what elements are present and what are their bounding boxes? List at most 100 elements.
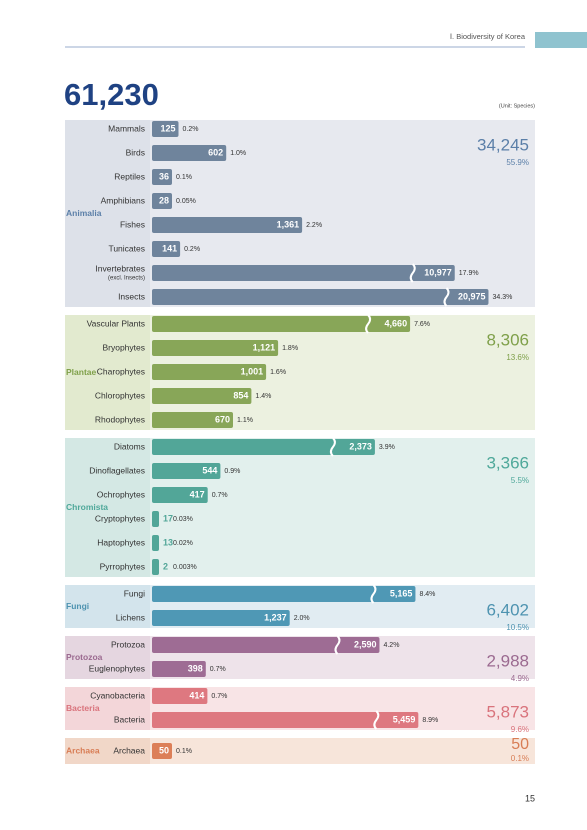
row-percent: 8.9% — [422, 717, 438, 724]
group-side — [65, 687, 150, 730]
bar-break — [443, 287, 450, 307]
bar — [152, 217, 303, 233]
bar-break — [373, 710, 380, 730]
bar — [152, 743, 172, 759]
bar-break — [329, 437, 336, 457]
row-percent: 0.9% — [224, 468, 240, 475]
row-value: 50 — [159, 745, 169, 755]
row-percent: 0.05% — [176, 198, 196, 205]
group-name: Animalia — [66, 208, 102, 218]
row-value: 2 — [163, 561, 168, 571]
bar — [152, 439, 375, 455]
row-value: 1,001 — [241, 366, 264, 376]
row-label: Chlorophytes — [95, 390, 145, 400]
bar-break — [365, 314, 372, 334]
bar — [152, 688, 208, 704]
group-percent: 9.6% — [511, 725, 529, 734]
bar — [152, 487, 208, 503]
row-label: Fishes — [120, 219, 145, 229]
row-value: 398 — [188, 663, 203, 673]
row-label: Cryptophytes — [95, 513, 145, 523]
row-percent: 0.7% — [211, 693, 227, 700]
group-side — [65, 636, 150, 679]
row-label: Cyanobacteria — [90, 690, 145, 700]
bar — [152, 316, 411, 332]
row-value: 670 — [215, 414, 230, 424]
row-value: 602 — [208, 147, 223, 157]
row-label: Haptophytes — [97, 537, 145, 547]
row-value: 17 — [163, 513, 173, 523]
row-value: 1,237 — [264, 612, 287, 622]
bar — [152, 559, 159, 575]
group-total: 34,245 — [477, 135, 529, 154]
group-percent: 55.9% — [506, 158, 529, 167]
row-value: 414 — [189, 690, 204, 700]
row-label: Pyrrophytes — [100, 561, 145, 571]
row-label: Invertebrates — [95, 263, 145, 273]
row-label: Insects — [118, 291, 145, 301]
row-value: 5,165 — [390, 588, 413, 598]
row-percent: 2.2% — [306, 222, 322, 229]
total-species: 61,230 — [64, 77, 159, 112]
group-side — [65, 120, 150, 307]
bar — [152, 535, 159, 551]
bar — [152, 364, 267, 380]
row-percent: 0.2% — [184, 246, 200, 253]
group-percent: 4.9% — [511, 674, 529, 683]
group-name: Plantae — [66, 367, 97, 377]
row-label: Ochrophytes — [97, 489, 145, 499]
row-label: Tunicates — [108, 243, 145, 253]
bar — [152, 586, 416, 602]
group-total: 5,873 — [486, 702, 529, 721]
row-value: 28 — [159, 195, 169, 205]
row-label: Reptiles — [114, 171, 145, 181]
group-side — [65, 438, 150, 577]
row-label: Diatoms — [114, 441, 145, 451]
group-side — [65, 315, 150, 430]
group-total: 50 — [511, 736, 529, 753]
row-label: Charophytes — [97, 366, 145, 376]
row-value: 4,660 — [385, 318, 408, 328]
row-label: Vascular Plants — [87, 318, 145, 328]
row-percent: 7.6% — [414, 321, 430, 328]
unit-note: (Unit: Species) — [499, 103, 535, 109]
row-percent: 1.6% — [270, 369, 286, 376]
bar — [152, 511, 159, 527]
bar — [152, 241, 181, 257]
row-percent: 1.4% — [255, 393, 271, 400]
row-value: 125 — [160, 123, 175, 133]
bar — [152, 661, 206, 677]
row-label: Rhodophytes — [95, 414, 145, 424]
bar — [152, 712, 419, 728]
row-value: 20,975 — [458, 291, 486, 301]
group-total: 2,988 — [486, 651, 529, 670]
bar — [152, 610, 290, 626]
row-percent: 0.2% — [183, 126, 199, 133]
row-label: Euglenophytes — [89, 663, 145, 673]
row-percent: 0.1% — [176, 174, 192, 181]
bar — [152, 193, 172, 209]
bar — [152, 289, 489, 305]
group-name: Archaea — [66, 745, 100, 755]
row-percent: 4.2% — [383, 642, 399, 649]
row-value: 2,373 — [349, 441, 372, 451]
row-value: 141 — [162, 243, 177, 253]
bar-break — [370, 584, 377, 604]
group-percent: 13.6% — [506, 353, 529, 362]
bar — [152, 169, 172, 185]
bar-break — [334, 635, 341, 655]
row-percent: 1.0% — [230, 150, 246, 157]
row-percent: 8.4% — [419, 591, 435, 598]
row-percent: 1.1% — [237, 417, 253, 424]
group-total: 3,366 — [486, 453, 529, 472]
bar — [152, 265, 455, 281]
section-title: Ⅰ. Biodiversity of Korea — [450, 32, 526, 41]
group-side — [65, 585, 150, 628]
bar — [152, 463, 221, 479]
bar — [152, 340, 279, 356]
row-percent: 0.1% — [176, 748, 192, 755]
row-sublabel: (excl. Insects) — [108, 276, 145, 282]
bar — [152, 121, 179, 137]
row-value: 10,977 — [424, 267, 452, 277]
